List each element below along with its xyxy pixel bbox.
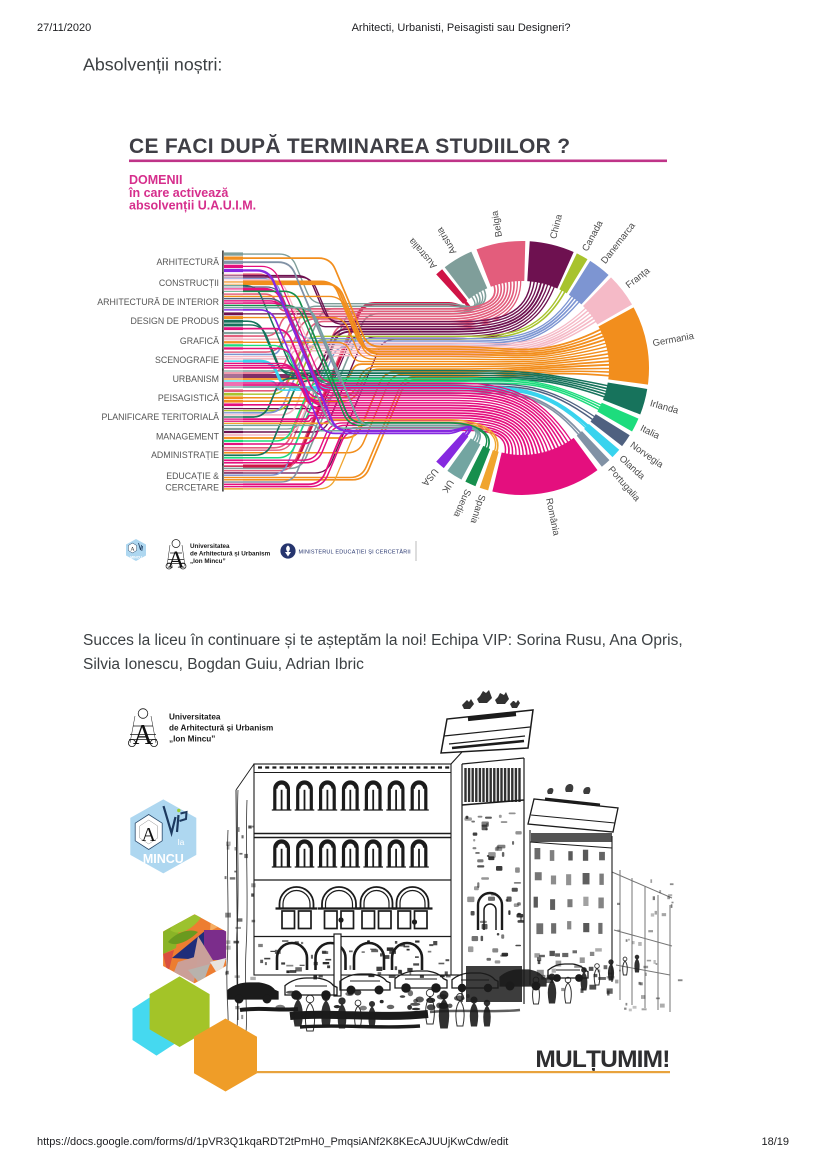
svg-text:MANAGEMENT: MANAGEMENT (156, 432, 220, 442)
svg-text:Italia: Italia (638, 423, 662, 442)
svg-text:Silvia Ionescu, Bogdan Guiu, A: Silvia Ionescu, Bogdan Guiu, Adrian Ibri… (83, 656, 364, 673)
svg-text:UK: UK (439, 478, 456, 496)
svg-text:China: China (548, 213, 565, 240)
svg-text:de Arhitectură și Urbanism: de Arhitectură și Urbanism (169, 724, 273, 733)
svg-text:MULȚUMIM!: MULȚUMIM! (535, 1046, 669, 1073)
svg-text:A: A (131, 547, 135, 553)
svg-text:CONSTRUCȚII: CONSTRUCȚII (159, 278, 219, 288)
svg-text:Absolvenții noștri:: Absolvenții noștri: (83, 55, 222, 75)
svg-text:Franța: Franța (624, 265, 653, 291)
svg-text:PEISAGISTICĂ: PEISAGISTICĂ (158, 393, 219, 403)
svg-text:absolvenții U.A.U.I.M.: absolvenții U.A.U.I.M. (129, 199, 256, 213)
svg-text:ADMINISTRAȚIE: ADMINISTRAȚIE (151, 450, 219, 460)
svg-text:România: România (543, 497, 562, 537)
svg-text:URBANISM: URBANISM (173, 374, 219, 384)
svg-text:Universitatea: Universitatea (169, 713, 221, 722)
svg-text:GRAFICĂ: GRAFICĂ (180, 336, 219, 346)
svg-text:18/19: 18/19 (761, 1136, 789, 1148)
svg-text:Arhitecti, Urbanisti, Peisagis: Arhitecti, Urbanisti, Peisagisti sau Des… (352, 22, 571, 34)
svg-text:Suedia: Suedia (451, 487, 473, 519)
svg-text:PLANIFICARE TERITORIALĂ: PLANIFICARE TERITORIALĂ (102, 412, 220, 422)
svg-text:MINCU: MINCU (143, 852, 184, 866)
svg-text:SCENOGRAFIE: SCENOGRAFIE (155, 355, 219, 365)
svg-text:https://docs.google.com/forms/: https://docs.google.com/forms/d/1pVR3Q1k… (37, 1136, 508, 1148)
svg-text:în care activează: în care activează (128, 186, 229, 200)
svg-text:Germania: Germania (652, 331, 696, 350)
svg-text:ARHITECTURĂ DE INTERIOR: ARHITECTURĂ DE INTERIOR (97, 297, 219, 307)
svg-text:la: la (178, 837, 185, 847)
svg-text:Succes la liceu în continuare: Succes la liceu în continuare și te aște… (83, 632, 683, 649)
svg-text:Belgia: Belgia (489, 209, 504, 238)
svg-text:CERCETARE: CERCETARE (165, 483, 219, 493)
svg-text:A: A (141, 824, 156, 846)
svg-text:USA: USA (419, 466, 440, 489)
svg-text:Danemarca: Danemarca (599, 220, 638, 266)
svg-text:Irlanda: Irlanda (649, 398, 681, 417)
svg-text:Universitatea: Universitatea (190, 543, 230, 550)
svg-text:MINCU: MINCU (130, 556, 142, 560)
svg-text:A: A (167, 548, 185, 574)
svg-text:DESIGN DE PRODUS: DESIGN DE PRODUS (131, 316, 220, 326)
svg-text:EDUCAȚIE &: EDUCAȚIE & (166, 471, 219, 481)
svg-text:ARHITECTURĂ: ARHITECTURĂ (156, 257, 219, 267)
svg-text:de Arhitectură și Urbanism: de Arhitectură și Urbanism (190, 551, 271, 558)
svg-text:Canada: Canada (580, 218, 606, 253)
svg-text:„Ion Mincu”: „Ion Mincu” (190, 558, 226, 565)
svg-text:CE FACI DUPĂ TERMINAREA STUDII: CE FACI DUPĂ TERMINAREA STUDIILOR ? (129, 135, 570, 158)
svg-text:27/11/2020: 27/11/2020 (37, 22, 91, 34)
svg-text:„Ion Mincu”: „Ion Mincu” (169, 735, 215, 744)
svg-text:A: A (133, 720, 154, 751)
svg-text:MINISTERUL EDUCAȚIEI ȘI CERCET: MINISTERUL EDUCAȚIEI ȘI CERCETĂRII (299, 549, 412, 556)
svg-text:Austria: Austria (434, 225, 459, 257)
svg-text:DOMENII: DOMENII (129, 173, 182, 187)
svg-text:Australia: Australia (406, 235, 439, 271)
